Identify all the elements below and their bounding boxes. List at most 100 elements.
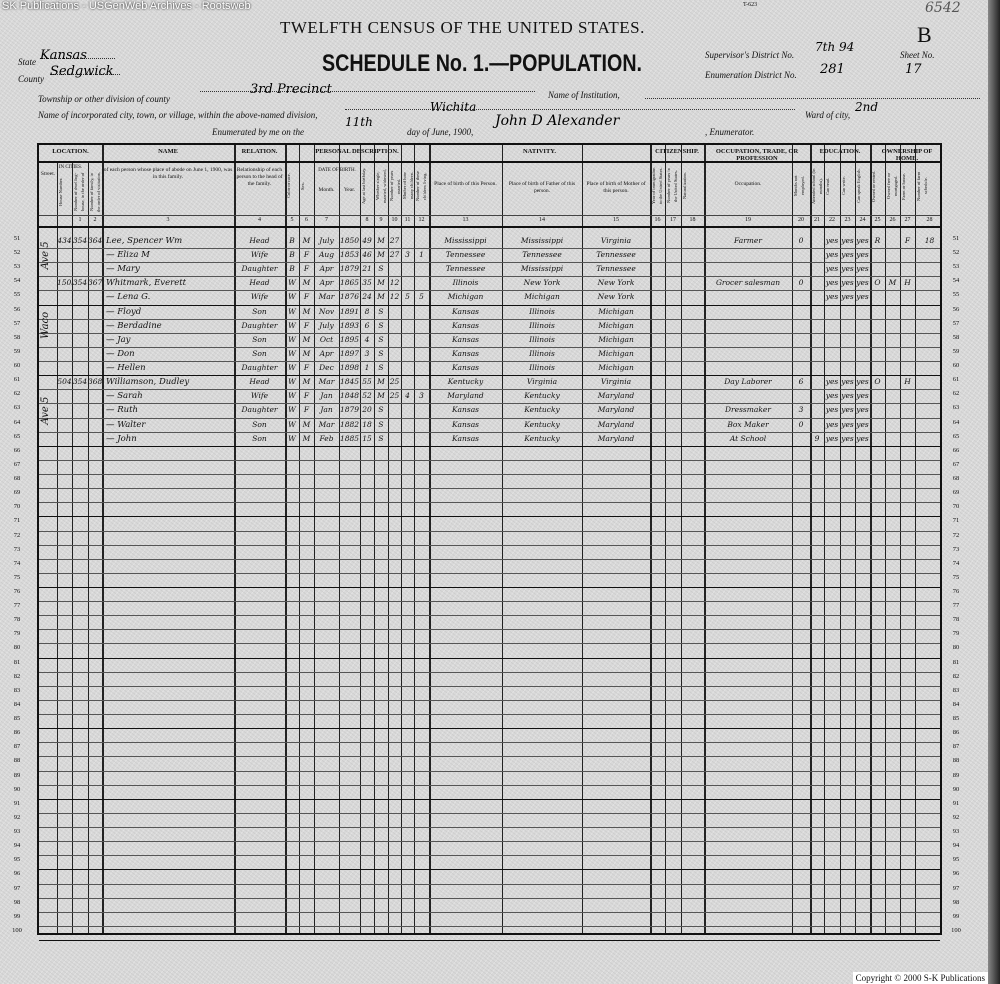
column-number: 2 [93, 217, 97, 223]
row-number: 59 [13, 347, 21, 355]
years-married-cell: 27 [389, 250, 400, 260]
age-cell: 21 [362, 264, 372, 274]
date-of-birth-label: DATE OF BIRTH. [318, 168, 356, 173]
mother-birthplace-cell: Maryland [597, 391, 635, 401]
sex-cell: F [303, 292, 310, 302]
color-cell: W [288, 363, 296, 373]
column-number: 21 [814, 217, 820, 223]
row-number: 54 [13, 277, 21, 285]
mother-birthplace-cell: Michigan [598, 306, 634, 316]
column-header: Mother of how many children. [402, 172, 414, 200]
father-birthplace-cell: Illinois [529, 348, 555, 358]
marital-status-cell: S [378, 419, 384, 429]
relation-cell: Head [249, 278, 270, 288]
row-divider [39, 558, 940, 560]
row-number: 98 [952, 898, 960, 906]
row-divider [39, 756, 940, 758]
in-cities-label: IN CITIES. [58, 165, 83, 170]
column-divider [360, 145, 361, 933]
column-divider [374, 145, 375, 933]
column-header: Number of farm schedule. [916, 171, 928, 201]
birthplace-cell: Kansas [451, 348, 480, 358]
speaks-english-cell: yes [856, 377, 869, 387]
years-married-cell: 27 [389, 236, 400, 245]
sex-cell: M [302, 306, 311, 316]
speaks-english-cell: yes [856, 292, 869, 302]
column-header: Owned or rented. [871, 170, 876, 202]
row-number: 97 [952, 884, 960, 892]
row-number: 58 [952, 333, 960, 341]
street-name: Ave 5 [40, 241, 51, 270]
row-number: 53 [952, 263, 960, 271]
row-number: 65 [952, 432, 960, 440]
mother-birthplace-cell: Michigan [598, 320, 634, 330]
column-header: Occupation. [734, 181, 762, 187]
column-divider [704, 145, 706, 933]
age-cell: 20 [362, 405, 372, 415]
column-divider [299, 145, 300, 933]
relation-cell: Wife [250, 292, 269, 302]
birth-month-cell: Apr [319, 264, 334, 274]
row-divider [39, 389, 940, 391]
column-number-divider [39, 215, 940, 216]
person-name-cell: — Ruth [106, 405, 138, 416]
column-header: Color or race. [286, 173, 291, 199]
can-write-cell: yes [841, 377, 854, 387]
row-number: 58 [13, 333, 21, 341]
column-number: 16 [654, 217, 661, 223]
father-birthplace-cell: Illinois [529, 306, 555, 316]
birthplace-cell: Kansas [451, 363, 480, 373]
birth-month-cell: Apr [319, 278, 334, 288]
row-divider [39, 587, 940, 588]
county-label: County [18, 74, 44, 84]
row-number: 80 [13, 644, 21, 652]
speaks-english-cell: yes [856, 278, 869, 288]
sex-cell: F [303, 363, 310, 373]
row-number: 64 [13, 418, 21, 426]
ward-value: 2nd [855, 100, 879, 114]
column-divider [414, 145, 415, 933]
birth-month-cell: Nov [318, 306, 335, 316]
occupation-cell: Dressmaker [725, 405, 771, 415]
relation-cell: Wife [250, 250, 269, 260]
age-cell: 6 [364, 320, 370, 330]
row-divider [39, 262, 940, 264]
column-divider [840, 145, 841, 933]
mother-birthplace-cell: Michigan [598, 363, 634, 373]
owned-rented-cell: O [874, 377, 881, 387]
dwelling-number-cell: 354 [72, 377, 88, 387]
supervisor-value: 7th 94 [815, 40, 855, 54]
ward-label: Ward of city, [805, 110, 851, 120]
supervisor-label: Supervisor's District No. [705, 50, 795, 60]
column-number: 4 [258, 217, 261, 223]
marital-status-cell: M [377, 250, 385, 260]
months-unemployed-cell: 0 [798, 419, 804, 429]
marital-status-cell: M [377, 236, 385, 245]
row-number: 79 [13, 630, 21, 638]
row-divider [39, 699, 940, 701]
row-number: 91 [952, 799, 960, 807]
row-number: 62 [952, 390, 960, 398]
row-number: 65 [13, 432, 21, 440]
column-number: 13 [462, 217, 469, 223]
family-number-cell: 364 [88, 236, 102, 245]
father-birthplace-cell: Illinois [529, 320, 555, 330]
farm-schedule-cell: 18 [924, 236, 935, 245]
header-bottom-divider [39, 226, 940, 228]
row-number: 67 [13, 460, 21, 468]
birth-year-cell: 1879 [339, 405, 360, 415]
group-header: OCCUPATION, TRADE, OR PROFESSION [715, 148, 799, 162]
column-header: Place of birth of Mother of this person. [586, 181, 646, 194]
column-number: 9 [379, 217, 383, 223]
color-cell: B [289, 236, 295, 245]
row-number: 95 [952, 856, 960, 864]
row-number: 95 [13, 856, 21, 864]
row-number: 63 [952, 404, 960, 412]
row-number: 69 [952, 489, 960, 497]
birth-year-cell: 1853 [339, 250, 360, 260]
can-write-cell: yes [841, 264, 854, 274]
mother-birthplace-cell: Maryland [597, 419, 635, 429]
speaks-english-cell: yes [856, 264, 869, 274]
can-write-cell: yes [841, 419, 854, 429]
row-number: 93 [13, 828, 21, 836]
